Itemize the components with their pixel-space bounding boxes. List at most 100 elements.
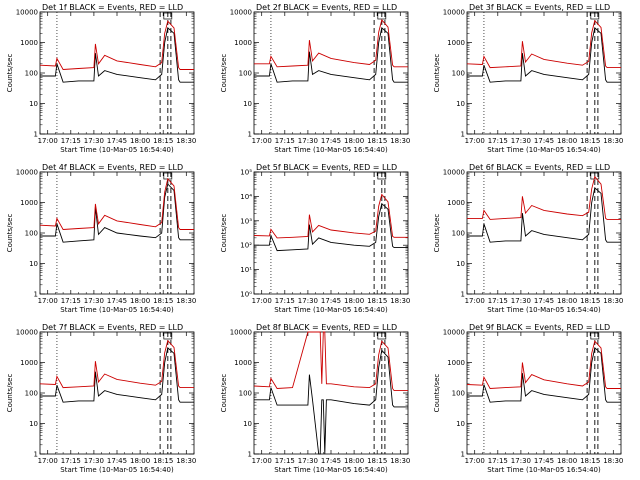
x-tick-label: 17:30 [84, 457, 104, 465]
x-tick-label: 18:00 [557, 297, 577, 305]
series-line-lld [466, 340, 621, 389]
x-tick-label: 17:45 [534, 137, 554, 145]
x-tick-label: 17:45 [107, 137, 127, 145]
x-tick-label: 17:00 [38, 137, 58, 145]
panel-title: Det 7f BLACK = Events, RED = LLD [42, 323, 183, 332]
x-tick-label: 17:45 [534, 457, 554, 465]
chart-panel-5: Det 5f BLACK = Events, RED = LLD 10⁰ 10¹ 10… [220, 163, 410, 314]
x-tick-label: 18:00 [344, 457, 364, 465]
series-line-lld [254, 18, 408, 68]
x-tick-label: 18:15 [580, 457, 600, 465]
y-tick-label: 100 [452, 390, 465, 398]
panel-title: Det 2f BLACK = Events, RED = LLD [256, 3, 397, 12]
x-tick-label: 18:30 [176, 137, 196, 145]
y-axis-label: Counts/sec [433, 374, 441, 413]
x-tick-label: 17:15 [275, 457, 295, 465]
x-tick-label: 18:15 [580, 297, 600, 305]
x-tick-label: 17:30 [511, 457, 531, 465]
x-axis-label: Start Time (10-Mar-05 16:54:40) [60, 466, 174, 474]
x-tick-label: 17:00 [38, 297, 58, 305]
x-tick-label: 17:00 [465, 137, 485, 145]
x-tick-label: 17:15 [275, 297, 295, 305]
series-line-events [254, 27, 408, 83]
x-tick-label: 17:45 [321, 137, 341, 145]
x-tick-label: 17:00 [252, 297, 272, 305]
x-tick-label: 18:15 [367, 137, 387, 145]
x-axis-label: Start Time (10-Mar-05 16:54:40) [60, 306, 174, 314]
y-tick-label: 10⁵ [240, 169, 252, 177]
y-tick-label: 10 [29, 260, 38, 268]
x-axis-label: Start Time (10-Mar-05 16:54:40) [60, 146, 174, 154]
y-tick-label: 1000 [447, 39, 465, 47]
x-tick-label: 17:00 [465, 297, 485, 305]
chart-panel-2: Det 2f BLACK = Events, RED = LLD 1 10 100 10… [220, 3, 410, 154]
y-tick-label: 10000 [443, 9, 465, 17]
x-tick-label: 18:30 [390, 297, 410, 305]
y-tick-label: 1000 [20, 199, 38, 207]
series-line-events [467, 347, 621, 403]
x-tick-label: 18:30 [176, 457, 196, 465]
y-tick-label: 1 [34, 291, 38, 299]
panel-title: Det 5f BLACK = Events, RED = LLD [256, 163, 397, 172]
x-tick-label: 18:30 [390, 457, 410, 465]
y-axis-label: Counts/sec [220, 54, 228, 93]
x-tick-label: 17:30 [298, 297, 318, 305]
series-line-lld [39, 177, 194, 230]
x-tick-label: 18:15 [367, 297, 387, 305]
x-tick-label: 17:45 [107, 297, 127, 305]
x-tick-label: 18:00 [130, 457, 150, 465]
x-tick-label: 17:30 [84, 297, 104, 305]
x-tick-label: 17:45 [107, 457, 127, 465]
x-tick-label: 18:00 [130, 137, 150, 145]
y-tick-label: 100 [25, 70, 38, 78]
marker-bracket [377, 172, 387, 180]
x-axis-label: Start Time (10-Mar-05 16:54:40) [487, 466, 601, 474]
x-tick-label: 18:00 [344, 137, 364, 145]
x-tick-label: 18:30 [390, 137, 410, 145]
y-tick-label: 1000 [447, 359, 465, 367]
y-tick-label: 1 [248, 451, 252, 459]
series-line-events [467, 187, 621, 243]
panel-title: Det 4f BLACK = Events, RED = LLD [42, 163, 183, 172]
chart-panel-1: Det 1f BLACK = Events, RED = LLD 1 10 100 10… [6, 3, 196, 154]
x-tick-label: 17:15 [275, 137, 295, 145]
x-tick-label: 18:15 [367, 457, 387, 465]
chart-panel-3: Det 3f BLACK = Events, RED = LLD 1 10 100 10… [433, 3, 623, 154]
y-axis-label: Counts/sec [6, 214, 14, 253]
y-tick-label: 10⁴ [240, 193, 252, 201]
x-tick-label: 17:00 [465, 457, 485, 465]
x-tick-label: 18:00 [557, 457, 577, 465]
y-axis-label: Counts/sec [220, 374, 228, 413]
series-line-lld [466, 19, 621, 69]
series-line-lld [253, 331, 408, 392]
y-tick-label: 10⁰ [240, 291, 252, 299]
y-tick-label: 10 [243, 420, 252, 428]
y-tick-label: 10 [29, 100, 38, 108]
y-tick-label: 100 [239, 390, 252, 398]
x-tick-label: 17:15 [488, 297, 508, 305]
x-axis-label: Start Time (10-Mar-05 16:54:40) [274, 466, 388, 474]
y-tick-label: 1 [461, 291, 465, 299]
marker-bracket [163, 12, 173, 20]
y-tick-label: 10 [456, 100, 465, 108]
chart-panel-6: Det 6f BLACK = Events, RED = LLD 1 10 100 10… [433, 163, 623, 314]
x-tick-label: 18:30 [603, 137, 623, 145]
y-tick-label: 100 [452, 70, 465, 78]
x-tick-label: 18:30 [603, 457, 623, 465]
panel-title: Det 6f BLACK = Events, RED = LLD [469, 163, 610, 172]
y-tick-label: 1 [461, 131, 465, 139]
y-tick-label: 100 [25, 230, 38, 238]
y-axis-label: Counts/sec [433, 214, 441, 253]
y-tick-label: 10 [29, 420, 38, 428]
y-tick-label: 10000 [230, 329, 252, 337]
series-line-events [40, 183, 194, 243]
marker-bracket [590, 12, 600, 20]
x-tick-label: 17:45 [321, 457, 341, 465]
x-axis-label: Start Time (10-Mar-05 16:54:40) [274, 146, 388, 154]
x-tick-label: 17:00 [252, 457, 272, 465]
y-tick-label: 1 [34, 131, 38, 139]
marker-bracket [590, 172, 600, 180]
series-line-lld [39, 20, 194, 70]
series-line-events [254, 349, 408, 455]
